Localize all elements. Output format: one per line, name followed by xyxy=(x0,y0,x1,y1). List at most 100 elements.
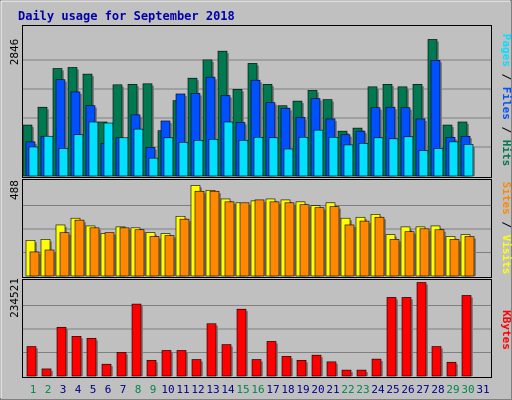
bar-sites xyxy=(59,232,70,277)
bar-pages xyxy=(118,137,129,177)
bar-kbytes xyxy=(461,295,472,377)
bar-kbytes xyxy=(251,359,262,377)
bar-sites xyxy=(299,204,310,277)
day-label: 6 xyxy=(105,383,112,396)
bar-sites xyxy=(179,218,190,277)
bar-sites xyxy=(44,249,55,277)
bar-pages xyxy=(268,137,279,177)
bar-kbytes xyxy=(221,344,232,377)
bar-sites xyxy=(29,251,40,277)
bar-pages xyxy=(403,136,414,177)
bar-kbytes xyxy=(401,297,412,377)
legend-visits: Visits xyxy=(500,235,512,275)
bar-pages xyxy=(388,138,399,177)
bar-kbytes xyxy=(41,368,52,377)
bar-sites xyxy=(134,229,145,277)
day-label: 22 xyxy=(341,383,354,396)
day-label: 20 xyxy=(311,383,324,396)
day-label: 14 xyxy=(221,383,235,396)
day-label: 24 xyxy=(371,383,385,396)
bar-pages xyxy=(58,148,69,177)
day-label: 3 xyxy=(60,383,67,396)
bar-kbytes xyxy=(431,346,442,377)
bar-kbytes xyxy=(176,350,187,377)
marks-middle xyxy=(23,185,491,277)
bar-pages xyxy=(313,129,324,177)
day-label: 31 xyxy=(476,383,489,396)
bar-sites xyxy=(359,220,370,277)
day-label: 1 xyxy=(30,383,37,396)
day-label: 11 xyxy=(176,383,189,396)
ymax-label-bottom: 234521 xyxy=(8,278,21,318)
bar-kbytes xyxy=(86,337,97,377)
legend-sites: Sites xyxy=(500,182,512,215)
bar-kbytes xyxy=(56,326,67,377)
bar-sites xyxy=(104,232,115,277)
bar-sites xyxy=(239,202,250,277)
day-label: 16 xyxy=(251,383,264,396)
bar-kbytes xyxy=(311,354,322,377)
bar-sites xyxy=(329,206,340,277)
bar-sites xyxy=(344,224,355,277)
bar-pages xyxy=(373,137,384,177)
bar-sites xyxy=(389,239,400,277)
bar-pages xyxy=(298,136,309,177)
bar-pages xyxy=(193,140,204,177)
bar-kbytes xyxy=(446,361,457,377)
day-label: 4 xyxy=(75,383,82,396)
bar-pages xyxy=(103,122,114,177)
bar-pages xyxy=(433,148,444,177)
bar-kbytes xyxy=(191,359,202,377)
bar-sites xyxy=(434,229,445,277)
bar-pages xyxy=(133,128,144,177)
bar-pages xyxy=(178,142,189,177)
day-label: 17 xyxy=(266,383,279,396)
bar-pages xyxy=(343,144,354,177)
bar-pages xyxy=(238,140,249,177)
marks-bottom xyxy=(23,282,491,377)
bar-kbytes xyxy=(356,369,367,377)
bar-kbytes xyxy=(416,282,427,377)
bar-kbytes xyxy=(161,350,172,377)
day-label: 21 xyxy=(326,383,339,396)
day-label: 30 xyxy=(461,383,474,396)
day-label: 26 xyxy=(401,383,414,396)
marks-top xyxy=(22,39,491,177)
day-label: 2 xyxy=(45,383,52,396)
bar-kbytes xyxy=(131,303,142,377)
bar-kbytes xyxy=(266,341,277,377)
bar-pages xyxy=(148,157,159,177)
legend-hits: Hits xyxy=(500,140,512,167)
bar-sites xyxy=(164,235,175,277)
bar-sites xyxy=(404,231,415,277)
ymax-label-top: 2846 xyxy=(8,39,21,66)
legend-kbytes: KBytes xyxy=(500,310,512,350)
ymax-label-middle: 488 xyxy=(8,180,21,200)
bar-kbytes xyxy=(341,369,352,377)
bar-sites xyxy=(74,219,85,277)
bar-sites xyxy=(284,202,295,277)
bar-pages xyxy=(43,135,54,177)
bar-pages xyxy=(448,141,459,177)
bar-pages xyxy=(88,121,99,177)
day-label: 27 xyxy=(416,383,429,396)
day-label: 10 xyxy=(161,383,174,396)
bar-kbytes xyxy=(71,336,82,377)
day-label: 8 xyxy=(135,383,142,396)
bar-kbytes xyxy=(371,358,382,377)
bar-sites xyxy=(269,201,280,277)
day-label: 19 xyxy=(296,383,309,396)
bar-kbytes xyxy=(146,359,157,377)
bar-kbytes xyxy=(326,361,337,377)
day-label: 12 xyxy=(191,383,204,396)
legend-bottom: KBytes xyxy=(500,310,512,350)
day-label: 5 xyxy=(90,383,97,396)
bar-pages xyxy=(163,137,174,177)
bar-kbytes xyxy=(26,346,37,377)
legend-pages: Pages xyxy=(500,34,512,67)
day-label: 7 xyxy=(120,383,127,396)
bar-sites xyxy=(449,239,460,277)
bar-pages xyxy=(208,139,219,177)
day-label: 15 xyxy=(236,383,249,396)
